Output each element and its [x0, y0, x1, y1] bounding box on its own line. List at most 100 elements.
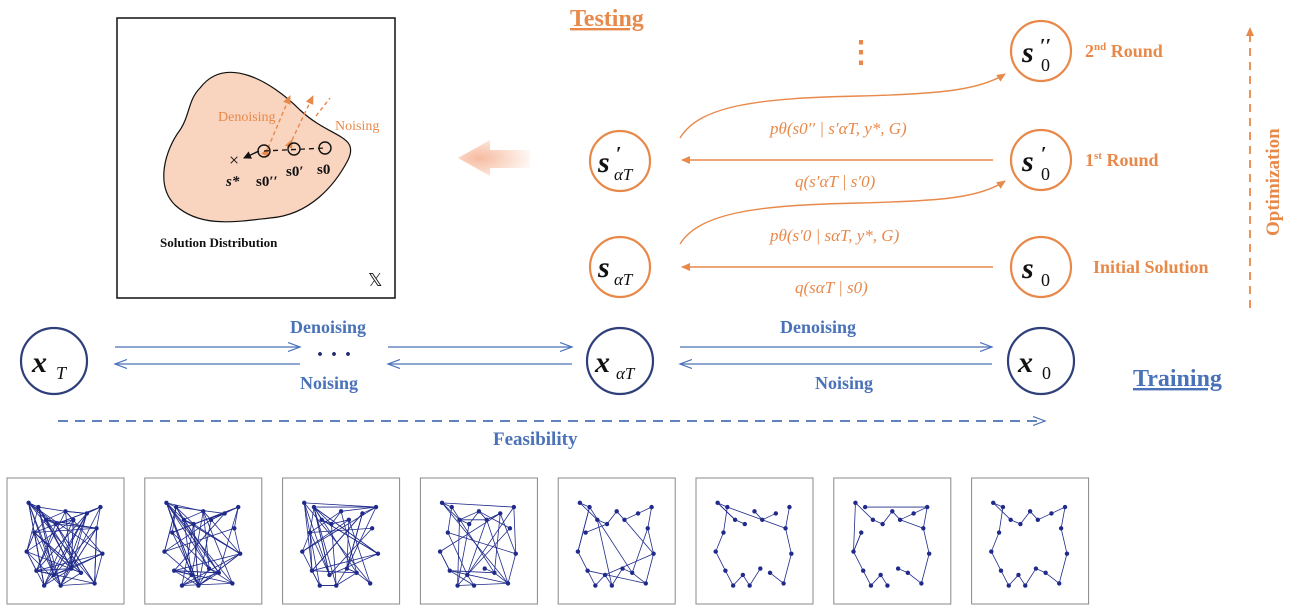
graph-node — [1057, 581, 1062, 586]
svg-text:′: ′ — [616, 143, 622, 165]
graph-node — [585, 568, 590, 573]
graph-node — [439, 500, 445, 506]
svg-text:0: 0 — [1041, 270, 1050, 290]
graph-node — [437, 549, 443, 554]
graph-edge — [769, 572, 784, 584]
graph-node — [78, 570, 84, 575]
graph-node — [354, 570, 359, 575]
graph-edge — [624, 519, 654, 554]
graph-node — [373, 504, 379, 510]
graph-node — [747, 583, 752, 588]
graph-node — [476, 509, 482, 514]
graph-node — [649, 504, 654, 510]
inset-title: Solution Distribution — [160, 235, 278, 250]
graph-edge — [70, 528, 97, 569]
graph-node — [752, 509, 757, 514]
graph-edge — [210, 519, 241, 554]
graph-edge — [55, 523, 95, 584]
graph-node — [360, 511, 365, 516]
graph-edge — [749, 568, 761, 586]
graph-node — [369, 526, 375, 531]
graph-node — [26, 500, 31, 506]
graph-edge — [441, 502, 509, 584]
graph-edge — [990, 551, 1002, 571]
graph-edge — [466, 506, 515, 576]
graph-node — [368, 581, 373, 586]
graph-node — [327, 572, 332, 578]
graph-node — [609, 583, 615, 588]
inset-circle-s0p — [287, 142, 301, 156]
graph-edge — [486, 513, 501, 521]
testing-title: Testing — [570, 6, 644, 32]
graph-edge — [303, 502, 313, 571]
graph-edge — [164, 527, 235, 552]
graph-edge — [604, 553, 654, 576]
graph-node — [34, 568, 39, 573]
graph-node — [721, 530, 726, 535]
inset-arrow-3 — [315, 97, 331, 117]
graph-node — [216, 570, 222, 575]
svg-text:s: s — [597, 146, 610, 179]
graph-edge — [992, 502, 1011, 521]
graph-edge — [899, 513, 914, 521]
inset-s0-label: s0 — [317, 162, 330, 178]
graph-node — [878, 572, 883, 578]
graph-edge — [193, 524, 199, 586]
graph-node — [732, 517, 738, 522]
graph-edge — [785, 528, 792, 554]
graph-edge — [173, 513, 225, 571]
graph-edge — [990, 532, 1000, 552]
graph-edge — [921, 553, 930, 584]
graph-edge — [37, 506, 62, 586]
graph-edge — [494, 513, 501, 573]
graph-node — [317, 583, 322, 588]
graph-edge — [631, 528, 649, 573]
graph-node — [715, 500, 720, 506]
graph-node — [455, 583, 460, 588]
formula-q-initial: q(sαT | s0) — [795, 278, 868, 297]
graph-edge — [783, 553, 792, 584]
graph-edge — [1008, 574, 1019, 586]
graph-edge — [302, 519, 350, 552]
graph-node — [84, 511, 90, 516]
graph-edge — [60, 513, 88, 586]
graph-node — [100, 551, 105, 556]
graph-node — [513, 551, 518, 556]
graph-edge — [46, 519, 97, 529]
graph-edge — [311, 570, 321, 586]
graph-edge — [447, 532, 468, 576]
graph-edge — [913, 506, 928, 514]
graph-node — [991, 500, 996, 506]
graph-edge — [26, 506, 39, 552]
graph-node — [1008, 517, 1013, 522]
graph-edge — [346, 506, 377, 569]
graph-node — [730, 583, 736, 588]
graph-edge — [310, 527, 373, 533]
graph-edge — [331, 524, 337, 586]
sstar-cross: × — [229, 150, 239, 170]
graph-edge — [727, 506, 786, 529]
graph-edge — [647, 507, 653, 529]
graph-edge — [331, 511, 342, 525]
graph-edge — [55, 523, 97, 529]
graph-edge — [311, 553, 379, 572]
graph-node — [41, 583, 47, 588]
graph-node — [781, 581, 786, 586]
graph-edge — [442, 502, 514, 508]
graph-edge — [53, 513, 88, 576]
svg-text:s: s — [1021, 252, 1034, 285]
graph-node — [1064, 551, 1070, 556]
graph-node — [51, 572, 57, 578]
graph-edge — [449, 570, 509, 584]
graph-node — [457, 517, 462, 522]
graph-edge — [449, 570, 495, 574]
graph-edge — [174, 570, 219, 574]
graph-node — [505, 581, 511, 586]
graph-node — [620, 566, 625, 571]
graph-edge — [441, 502, 460, 521]
graph-node — [236, 504, 241, 510]
graph-edge — [311, 570, 357, 574]
graph-edge — [26, 551, 45, 586]
svg-text:′′: ′′ — [1040, 35, 1051, 57]
